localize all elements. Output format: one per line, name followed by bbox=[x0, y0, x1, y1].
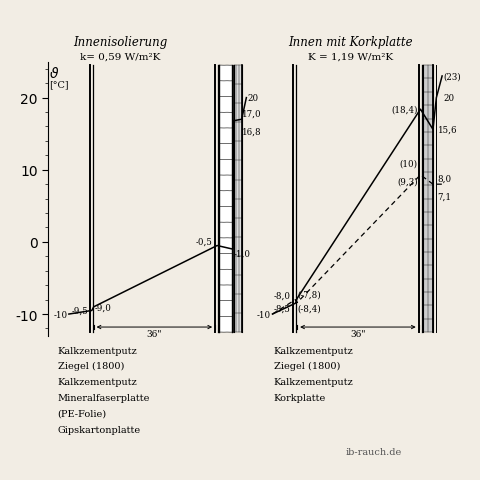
Text: Innen mit Korkplatte: Innen mit Korkplatte bbox=[288, 36, 413, 48]
Text: Mineralfaserplatte: Mineralfaserplatte bbox=[58, 393, 150, 402]
Text: -1,0: -1,0 bbox=[233, 250, 250, 259]
Text: (-7,8): (-7,8) bbox=[298, 289, 321, 299]
Text: -8,0: -8,0 bbox=[273, 291, 290, 300]
Bar bbox=[234, 66, 241, 332]
Text: $\vartheta$: $\vartheta$ bbox=[48, 66, 59, 81]
Text: (9,3): (9,3) bbox=[397, 178, 418, 187]
Text: Ziegel (1800): Ziegel (1800) bbox=[58, 361, 124, 371]
Text: (18,4): (18,4) bbox=[391, 106, 418, 114]
Text: -9,0: -9,0 bbox=[94, 303, 111, 312]
Text: -9,5: -9,5 bbox=[71, 306, 88, 315]
Text: Kalkzementputz: Kalkzementputz bbox=[274, 346, 353, 355]
Text: Innenisolierung: Innenisolierung bbox=[73, 36, 167, 48]
Text: 20: 20 bbox=[248, 94, 259, 103]
Text: k= 0,59 W/m²K: k= 0,59 W/m²K bbox=[80, 53, 160, 62]
Text: 20: 20 bbox=[444, 94, 455, 103]
Text: 15,6: 15,6 bbox=[437, 126, 457, 134]
Text: 17,0: 17,0 bbox=[242, 109, 262, 119]
Text: (23): (23) bbox=[444, 72, 461, 81]
Text: (-8,4): (-8,4) bbox=[298, 304, 321, 313]
Text: -10: -10 bbox=[53, 310, 68, 319]
Text: -0,5: -0,5 bbox=[195, 237, 213, 246]
Text: 36": 36" bbox=[350, 329, 366, 338]
Bar bbox=[422, 66, 433, 332]
Bar bbox=[219, 66, 232, 332]
Text: 7,1: 7,1 bbox=[437, 192, 451, 201]
Text: Korkplatte: Korkplatte bbox=[274, 393, 326, 402]
Text: Ziegel (1800): Ziegel (1800) bbox=[274, 361, 340, 371]
Text: ib-rauch.de: ib-rauch.de bbox=[346, 446, 402, 456]
Text: Kalkzementputz: Kalkzementputz bbox=[58, 346, 137, 355]
Text: (10): (10) bbox=[400, 159, 418, 168]
Text: -10: -10 bbox=[257, 310, 271, 319]
Text: Kalkzementputz: Kalkzementputz bbox=[274, 377, 353, 386]
Text: (PE-Folie): (PE-Folie) bbox=[58, 409, 107, 418]
Text: Gipskartonplatte: Gipskartonplatte bbox=[58, 425, 141, 434]
Text: 16,8: 16,8 bbox=[242, 127, 262, 136]
Text: -8,5: -8,5 bbox=[273, 304, 290, 312]
Text: 8,0: 8,0 bbox=[437, 174, 452, 183]
Text: Kalkzementputz: Kalkzementputz bbox=[58, 377, 137, 386]
Text: 36": 36" bbox=[146, 329, 162, 338]
Text: [°C]: [°C] bbox=[49, 81, 69, 89]
Text: K = 1,19 W/m²K: K = 1,19 W/m²K bbox=[308, 53, 393, 62]
